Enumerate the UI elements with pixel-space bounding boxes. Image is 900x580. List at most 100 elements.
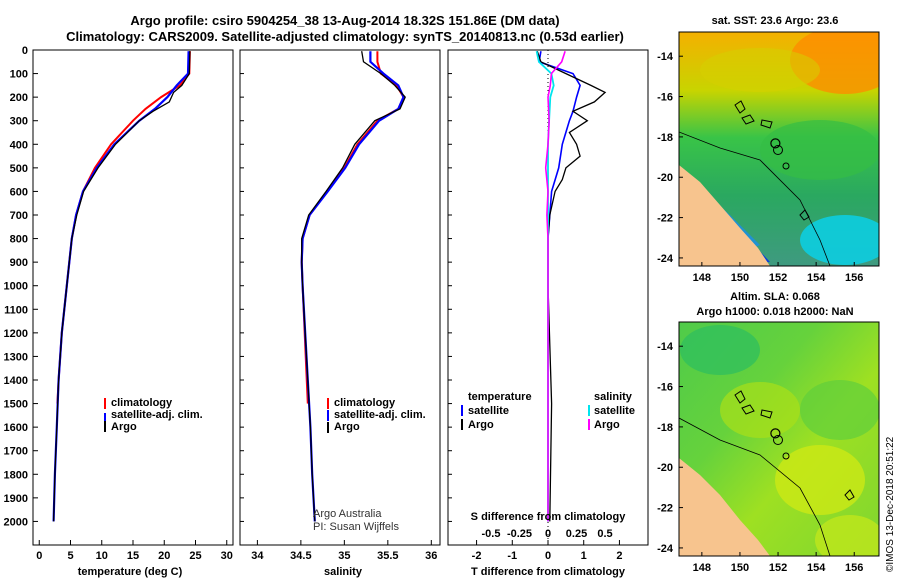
x-tick-label: 2 <box>616 550 622 562</box>
lat-tick-label: -14 <box>657 51 674 63</box>
legend-climatology: climatology <box>111 397 173 409</box>
sla-lon-ticks: 148 150 152 154 156 <box>693 552 863 574</box>
lon-tick-label: 150 <box>731 272 749 284</box>
x-tick-label: 36 <box>425 550 437 562</box>
lon-tick-label: 154 <box>807 272 826 284</box>
legend-satellite: satellite-adj. clim. <box>111 409 203 421</box>
s-difference-xlabel: S difference from climatology <box>471 511 627 523</box>
t-difference-xlabel: T difference from climatology <box>471 566 626 578</box>
x-tick-label: 34 <box>251 550 264 562</box>
y-tick-label: 1400 <box>4 375 28 387</box>
x-tick-label: 30 <box>221 550 233 562</box>
argo-float-marker <box>770 138 781 149</box>
temperature-legend: climatology satellite-adj. clim. Argo <box>104 397 203 433</box>
top-tick-label: 0.5 <box>597 528 612 540</box>
x-tick-label: 25 <box>189 550 201 562</box>
salinity-axis-ticks: 34 34.5 35 35.5 36 <box>251 540 437 562</box>
y-tick-label: 0 <box>22 45 28 57</box>
y-tick-label: 1100 <box>4 304 28 316</box>
legend-s-sat: satellite <box>594 405 635 417</box>
sst-map-frame <box>678 31 880 267</box>
lat-tick-label: -18 <box>657 422 673 434</box>
x-tick-label: -1 <box>507 550 517 562</box>
x-tick-label: 35.5 <box>377 550 398 562</box>
lat-tick-label: -18 <box>657 132 673 144</box>
lon-tick-label: 148 <box>693 272 711 284</box>
y-tick-label: 1900 <box>4 493 28 505</box>
difference-legend-salinity: salinity satellite Argo <box>588 391 635 431</box>
t-difference-axis-ticks: -2 -1 0 1 2 <box>472 540 622 562</box>
top-tick-label: -0.5 <box>482 528 501 540</box>
x-tick-label: 15 <box>127 550 139 562</box>
top-tick-label: 0.25 <box>566 528 587 540</box>
legend-s-argo: Argo <box>334 421 360 433</box>
legend-salinity-title: salinity <box>594 391 633 403</box>
lon-tick-label: 156 <box>845 272 863 284</box>
lat-tick-label: -20 <box>657 462 673 474</box>
lat-tick-label: -22 <box>657 503 673 515</box>
sst-map-title: sat. SST: 23.6 Argo: 23.6 <box>712 15 839 27</box>
series-s-argo <box>544 50 566 522</box>
difference-legend-temperature: temperature satellite Argo <box>461 391 532 431</box>
y-tick-label: 1300 <box>4 351 28 363</box>
temperature-xlabel: temperature (deg C) <box>78 566 183 578</box>
lat-tick-label: -16 <box>657 92 673 104</box>
title-line-2: Climatology: CARS2009. Satellite-adjuste… <box>66 29 624 44</box>
salinity-panel: 34 34.5 35 35.5 36 climatology satellite-adj… <box>239 49 441 578</box>
credit-line-1: Argo Australia <box>313 508 382 520</box>
lon-tick-label: 154 <box>807 562 826 574</box>
legend-s-satellite: satellite-adj. clim. <box>334 409 426 421</box>
temperature-axes <box>32 49 234 546</box>
y-tick-label: 1000 <box>4 281 28 293</box>
salinity-xlabel: salinity <box>324 566 363 578</box>
x-tick-label: 35 <box>338 550 350 562</box>
sst-lon-ticks: 148 150 152 154 156 <box>693 262 863 284</box>
depth-axis-ticks: 0 100 200 300 400 500 600 700 800 900 1000 1100 1200… <box>4 45 38 528</box>
legend-t-argo: Argo <box>468 419 494 431</box>
sla-field <box>679 322 879 556</box>
legend-temperature-title: temperature <box>468 391 532 403</box>
temperature-axis-ticks: 0 5 10 15 20 25 30 <box>36 540 233 562</box>
s-difference-axis-ticks: -0.5 -0.25 0 0.25 0.5 <box>482 528 613 540</box>
lat-tick-label: -24 <box>657 253 674 265</box>
lat-tick-label: -22 <box>657 213 673 225</box>
lon-tick-label: 148 <box>693 562 711 574</box>
temperature-series <box>52 51 191 522</box>
sla-map-subtitle: Argo h1000: 0.018 h2000: NaN <box>696 306 853 318</box>
sst-lat-ticks: -14 -16 -18 -20 -22 -24 <box>657 51 683 265</box>
legend-t-satellite: satellite <box>468 405 509 417</box>
x-tick-label: -2 <box>472 550 482 562</box>
copyright-stamp: ©IMOS 13-Dec-2018 20:51:22 <box>885 436 896 572</box>
credit-line-2: PI: Susan Wijffels <box>313 521 399 533</box>
lon-tick-label: 152 <box>769 272 787 284</box>
y-tick-label: 1500 <box>4 399 28 411</box>
x-tick-label: 10 <box>96 550 108 562</box>
y-tick-label: 100 <box>10 69 28 81</box>
x-tick-label: 0 <box>545 550 551 562</box>
sla-map-frame <box>678 321 880 557</box>
y-tick-label: 800 <box>10 234 28 246</box>
lat-tick-label: -16 <box>657 382 673 394</box>
y-tick-label: 200 <box>10 92 28 104</box>
salinity-axes <box>239 49 441 546</box>
y-tick-label: 600 <box>10 186 28 198</box>
top-tick-label: 0 <box>545 528 551 540</box>
x-tick-label: 34.5 <box>290 550 311 562</box>
series-argo <box>52 51 191 522</box>
argo-float-marker <box>770 428 781 439</box>
x-tick-label: 1 <box>581 550 587 562</box>
salinity-series <box>300 51 406 522</box>
top-tick-label: -0.25 <box>507 528 532 540</box>
y-tick-label: 900 <box>10 257 28 269</box>
y-tick-label: 300 <box>10 116 28 128</box>
lon-tick-label: 152 <box>769 562 787 574</box>
sla-map: Altim. SLA: 0.068 Argo h1000: 0.018 h200… <box>657 291 880 574</box>
y-tick-label: 1600 <box>4 422 28 434</box>
y-tick-label: 1700 <box>4 446 28 458</box>
difference-series <box>535 50 607 522</box>
y-tick-label: 500 <box>10 163 28 175</box>
y-tick-label: 2000 <box>4 516 28 528</box>
sst-field <box>679 32 879 266</box>
legend-s-argo2: Argo <box>594 419 620 431</box>
